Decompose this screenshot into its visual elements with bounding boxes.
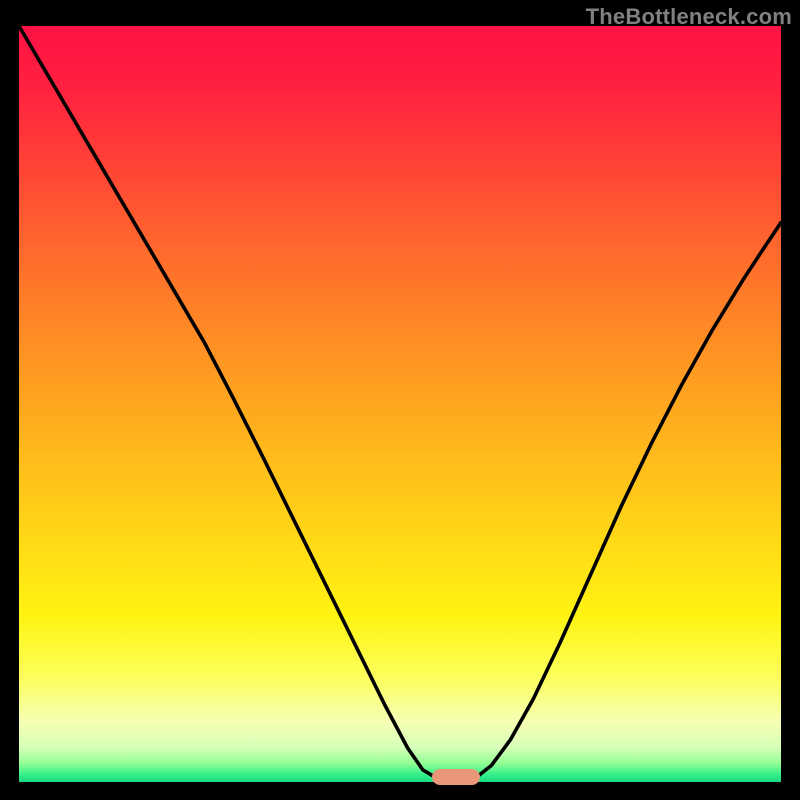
chart-container: TheBottleneck.com <box>0 0 800 800</box>
optimal-marker <box>432 769 480 785</box>
watermark-text: TheBottleneck.com <box>586 4 792 30</box>
bottleneck-curve <box>0 0 800 800</box>
